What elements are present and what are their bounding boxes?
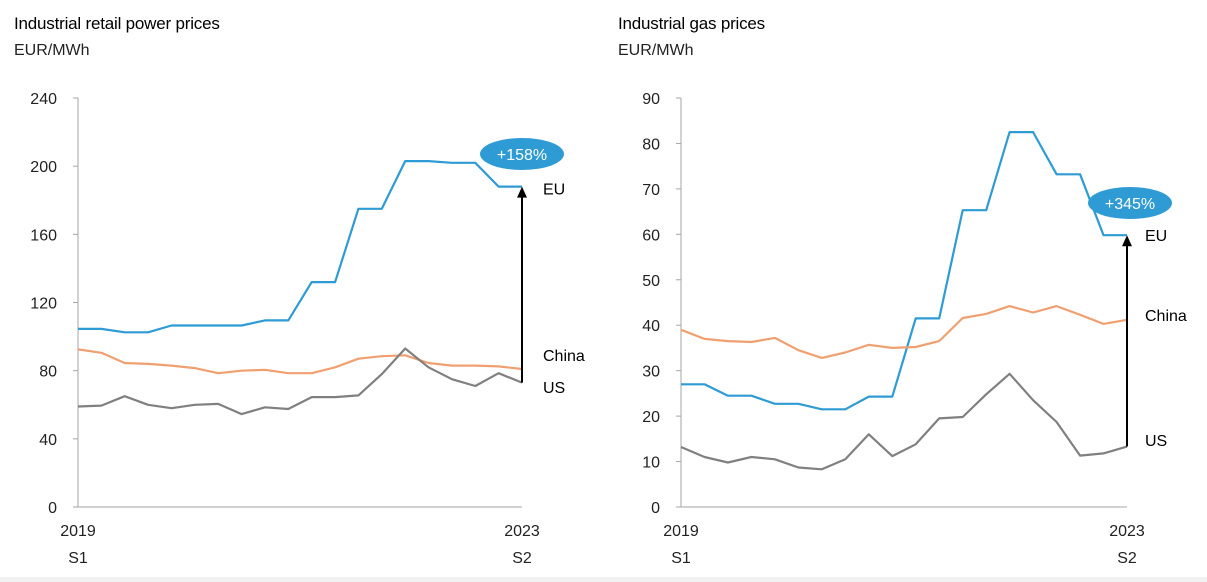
y-tick-label: 40 xyxy=(39,432,57,449)
series-line-china xyxy=(77,348,523,375)
series-line-eu xyxy=(78,160,522,334)
x-tick-label-start: 2019 xyxy=(60,523,96,540)
power-price-panel: Industrial retail power prices EUR/MWh 0… xyxy=(0,0,600,582)
y-tick-label: 90 xyxy=(642,91,660,108)
y-tick-label: 80 xyxy=(642,136,660,153)
series-label-eu: EU xyxy=(1145,228,1167,245)
y-tick-label: 0 xyxy=(48,500,57,517)
y-tick-label: 40 xyxy=(642,318,660,335)
y-tick-label: 80 xyxy=(39,364,57,381)
x-tick-sublabel-start: S1 xyxy=(671,550,691,567)
gas-price-chart: 0 10 20 30 40 50 60 70 80 90 2019 S1 2023 S2 +345% EU Ch… xyxy=(642,91,1187,567)
change-badge xyxy=(1088,187,1172,219)
x-tick-sublabel-end: S2 xyxy=(1117,550,1137,567)
series-line-us xyxy=(77,347,523,416)
chart-title: Industrial gas prices xyxy=(618,14,765,33)
x-tick-sublabel-end: S2 xyxy=(512,550,532,567)
change-badge-label: +158% xyxy=(497,147,547,164)
y-axis-unit: EUR/MWh xyxy=(14,42,90,59)
change-arrow-head xyxy=(517,186,527,198)
series-label-us: US xyxy=(1145,433,1167,450)
y-tick-label: 20 xyxy=(642,409,660,426)
series-label-eu: EU xyxy=(543,182,565,199)
footer-divider xyxy=(0,577,1207,582)
y-tick-label: 10 xyxy=(642,455,660,472)
power-price-chart: 0 40 80 120 160 200 240 2019 S1 2023 S2 +158% EU Chin… xyxy=(30,91,585,567)
change-badge-label: +345% xyxy=(1105,196,1155,213)
x-tick-label-end: 2023 xyxy=(1109,523,1145,540)
y-tick-label: 30 xyxy=(642,364,660,381)
y-tick-label: 120 xyxy=(30,296,57,313)
y-tick-label: 50 xyxy=(642,273,660,290)
x-tick-label-start: 2019 xyxy=(663,523,699,540)
change-arrow-head xyxy=(1122,235,1132,247)
series-label-us: US xyxy=(543,380,565,397)
gas-price-panel: Industrial gas prices EUR/MWh 0 10 20 30 40 5… xyxy=(604,0,1207,582)
series-label-china: China xyxy=(1145,308,1187,325)
series-line-china xyxy=(680,305,1128,359)
x-tick-label-end: 2023 xyxy=(504,523,540,540)
y-tick-label: 60 xyxy=(642,227,660,244)
series-line-us xyxy=(680,372,1128,471)
y-tick-label: 160 xyxy=(30,227,57,244)
change-badge xyxy=(480,138,564,170)
chart-title: Industrial retail power prices xyxy=(14,14,220,33)
y-tick-label: 0 xyxy=(651,500,660,517)
y-tick-label: 70 xyxy=(642,182,660,199)
y-tick-label: 200 xyxy=(30,159,57,176)
y-axis-unit: EUR/MWh xyxy=(618,42,694,59)
series-line-eu xyxy=(681,131,1127,411)
series-label-china: China xyxy=(543,348,585,365)
x-tick-sublabel-start: S1 xyxy=(68,550,88,567)
y-tick-label: 240 xyxy=(30,91,57,108)
